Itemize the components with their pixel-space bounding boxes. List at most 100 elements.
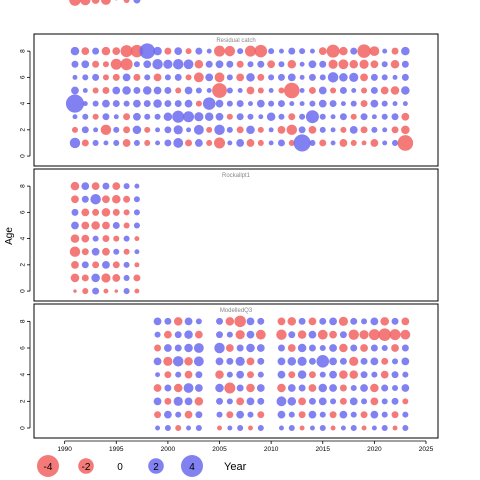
residual-bubble [70, 46, 80, 56]
residual-bubble [185, 74, 192, 81]
residual-bubble [82, 74, 89, 81]
residual-bubble [71, 126, 78, 133]
residual-bubble [184, 99, 193, 108]
residual-bubble [349, 125, 358, 134]
residual-bubble [329, 357, 337, 366]
residual-bubble [112, 47, 121, 56]
residual-bubble [235, 356, 245, 366]
residual-bubble [257, 87, 264, 94]
residual-bubble [174, 344, 182, 352]
x-axis-label: Year [224, 461, 247, 473]
residual-bubble [370, 383, 379, 393]
residual-bubble [139, 43, 156, 59]
residual-bubble [112, 86, 121, 95]
residual-bubble [299, 88, 305, 93]
residual-bubble [392, 139, 399, 146]
residual-bubble [277, 344, 285, 352]
residual-bubble [401, 73, 409, 81]
legend-label: -2 [82, 462, 91, 473]
residual-bubble [348, 329, 359, 340]
residual-bubble [277, 410, 286, 419]
residual-bubble [309, 139, 316, 146]
residual-bubble [153, 99, 162, 108]
residual-bubble [217, 425, 222, 431]
legend-label: 2 [153, 462, 159, 473]
residual-bubble [319, 411, 326, 418]
residual-bubble [339, 46, 348, 56]
residual-bubble [350, 384, 357, 392]
residual-bubble [173, 383, 183, 393]
residual-bubble [392, 425, 398, 431]
residual-bubble [164, 330, 172, 339]
residual-bubble [277, 73, 285, 81]
residual-bubble [152, 59, 163, 70]
residual-bubble [71, 60, 79, 68]
y-axis-label: Age [4, 227, 15, 245]
residual-bubble [277, 125, 286, 134]
x-tick-label: 1990 [57, 446, 72, 453]
residual-bubble [298, 384, 306, 392]
residual-bubble [101, 208, 111, 217]
residual-bubble [330, 87, 337, 94]
residual-bubble [112, 274, 121, 282]
residual-bubble [184, 410, 193, 419]
residual-bubble [278, 48, 284, 54]
residual-bubble [214, 342, 225, 354]
residual-bubble [226, 113, 233, 120]
residual-bubble [101, 273, 111, 283]
residual-bubble [278, 61, 285, 68]
residual-bubble [246, 397, 255, 406]
residual-bubble [186, 127, 192, 133]
residual-bubble [123, 288, 130, 295]
x-tick-label: 2010 [264, 446, 279, 453]
residual-bubble [153, 73, 162, 82]
residual-bubble [368, 329, 380, 341]
residual-bubble [237, 424, 244, 432]
residual-bubble [133, 222, 140, 229]
residual-bubble [319, 139, 327, 147]
residual-bubble [133, 112, 141, 121]
y-tick-label: 8 [20, 319, 27, 323]
residual-bubble [236, 410, 245, 419]
residual-bubble [92, 113, 99, 120]
residual-bubble [277, 357, 286, 366]
residual-bubble [154, 344, 162, 352]
residual-bubble [329, 370, 337, 379]
residual-bubble [247, 61, 254, 68]
residual-bubble [319, 113, 326, 120]
residual-bubble [194, 139, 203, 147]
residual-bubble [93, 127, 99, 133]
residual-bubble [153, 317, 162, 326]
residual-bubble [278, 113, 285, 120]
residual-bubble [123, 222, 130, 229]
residual-bubble [72, 74, 78, 80]
residual-bubble [381, 344, 388, 352]
residual-bubble [206, 126, 213, 133]
residual-bubble [226, 371, 233, 378]
residual-bubble [268, 140, 274, 146]
residual-bubble [65, 94, 85, 113]
residual-bubble [71, 260, 79, 269]
residual-bubble [123, 113, 131, 121]
residual-bubble [173, 125, 183, 135]
residual-bubble [246, 125, 255, 135]
residual-bubble [193, 124, 204, 135]
residual-bubble [246, 383, 255, 393]
residual-bubble [91, 221, 100, 230]
residual-bubble [133, 0, 141, 4]
residual-bubble [236, 397, 245, 406]
residual-bubble [226, 126, 233, 133]
residual-bubble [268, 88, 274, 93]
residual-bubble [339, 397, 347, 405]
residual-bubble [298, 411, 306, 419]
residual-bubble [204, 112, 214, 121]
residual-bubble [287, 357, 297, 366]
residual-bubble [102, 74, 109, 81]
residual-bubble [288, 47, 296, 55]
residual-bubble [123, 100, 130, 107]
residual-bubble [351, 88, 357, 93]
residual-bubble [164, 100, 172, 108]
residual-bubble [194, 384, 203, 392]
residual-bubble [319, 424, 326, 432]
y-tick-label: 8 [20, 49, 27, 53]
